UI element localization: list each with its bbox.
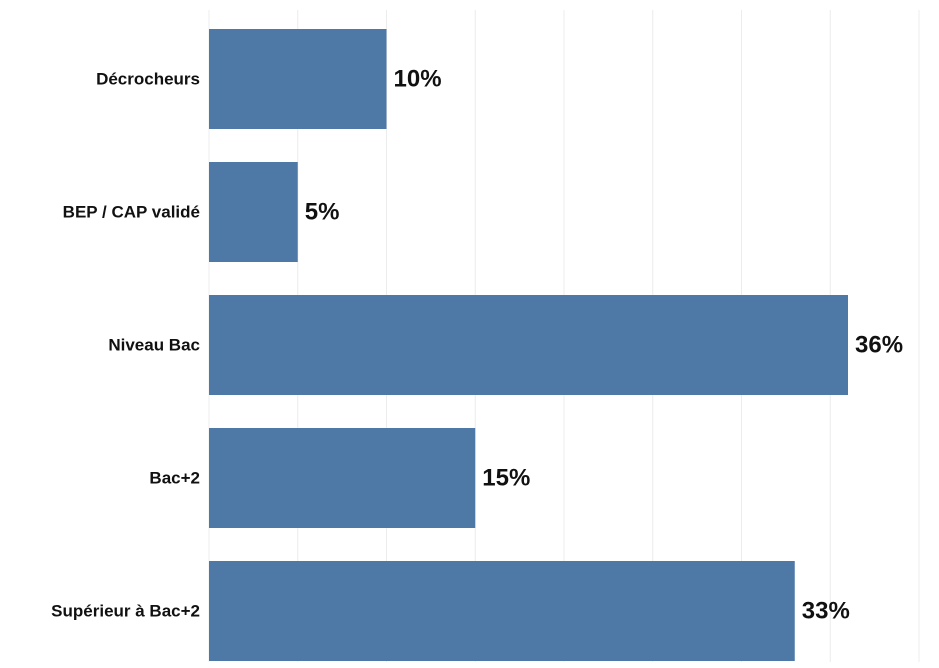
value-label: 15% [482,465,530,492]
value-labels: 10% 5% 36% 15% 33% [305,66,903,625]
value-label: 5% [305,199,340,226]
category-label: Niveau Bac [108,336,200,355]
bar [209,561,795,661]
bar [209,29,387,129]
bar [209,162,298,262]
bar [209,428,476,528]
value-label: 10% [394,66,442,93]
category-labels: Décrocheurs BEP / CAP validé Niveau Bac Bac… [51,70,200,621]
category-label: Bac+2 [149,469,200,488]
bars [209,29,848,661]
value-label: 36% [855,332,903,359]
category-label: BEP / CAP validé [63,203,200,222]
category-label: Décrocheurs [96,70,200,89]
value-label: 33% [802,598,850,625]
category-label: Supérieur à Bac+2 [51,602,200,621]
bar [209,295,848,395]
